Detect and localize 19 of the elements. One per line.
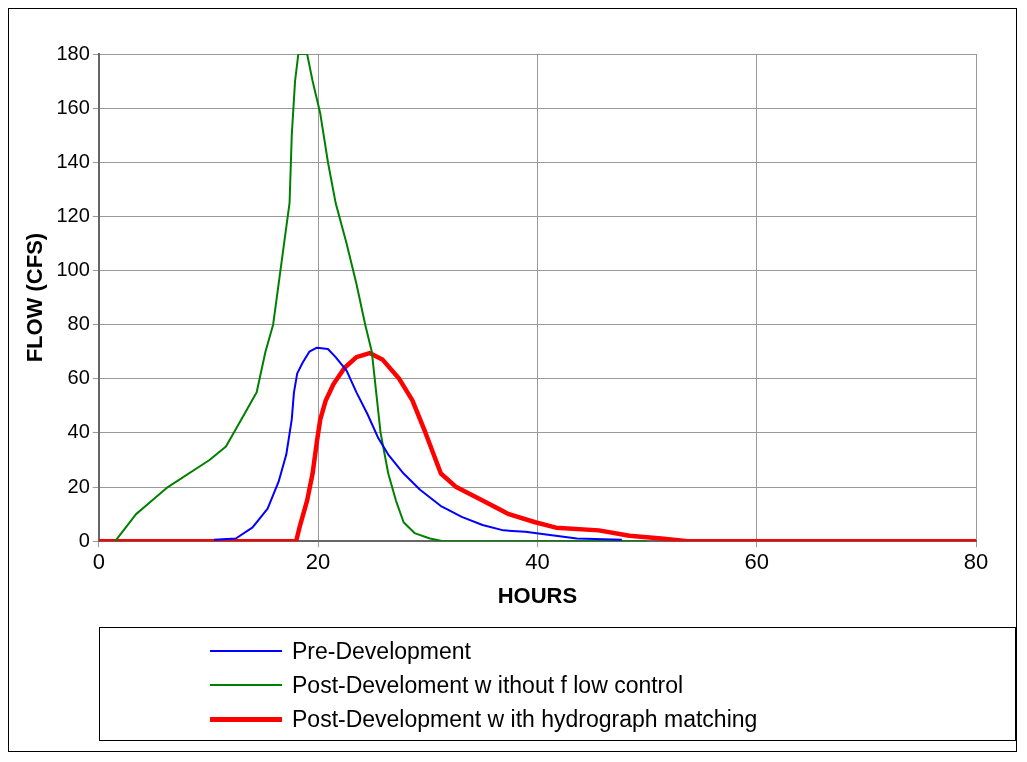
x-tick-label: 40 [525, 549, 550, 575]
y-tick-label: 140 [56, 149, 90, 172]
y-axis-title: FLOW (CFS) [22, 232, 48, 363]
x-tick-label: 60 [744, 549, 769, 575]
legend-label: Post-Develoment w ithout f low control [292, 671, 684, 699]
legend-label: Pre-Development [292, 637, 471, 665]
x-tick-label: 20 [305, 549, 331, 575]
y-tick-label: 0 [78, 528, 90, 551]
y-tick-label: 80 [67, 312, 90, 335]
y-tick-label: 160 [56, 95, 90, 118]
y-tick-label: 100 [56, 258, 90, 281]
y-tick-label: 180 [56, 41, 90, 64]
y-tick-label: 120 [56, 203, 90, 226]
y-tick-label: 60 [67, 366, 90, 389]
y-tick-label: 20 [67, 474, 90, 497]
legend-label: Post-Development w ith hydrograph matching [292, 705, 758, 733]
x-tick-label: 80 [963, 549, 989, 575]
x-axis-title: HOURS [497, 582, 578, 608]
y-tick-label: 40 [67, 420, 90, 443]
